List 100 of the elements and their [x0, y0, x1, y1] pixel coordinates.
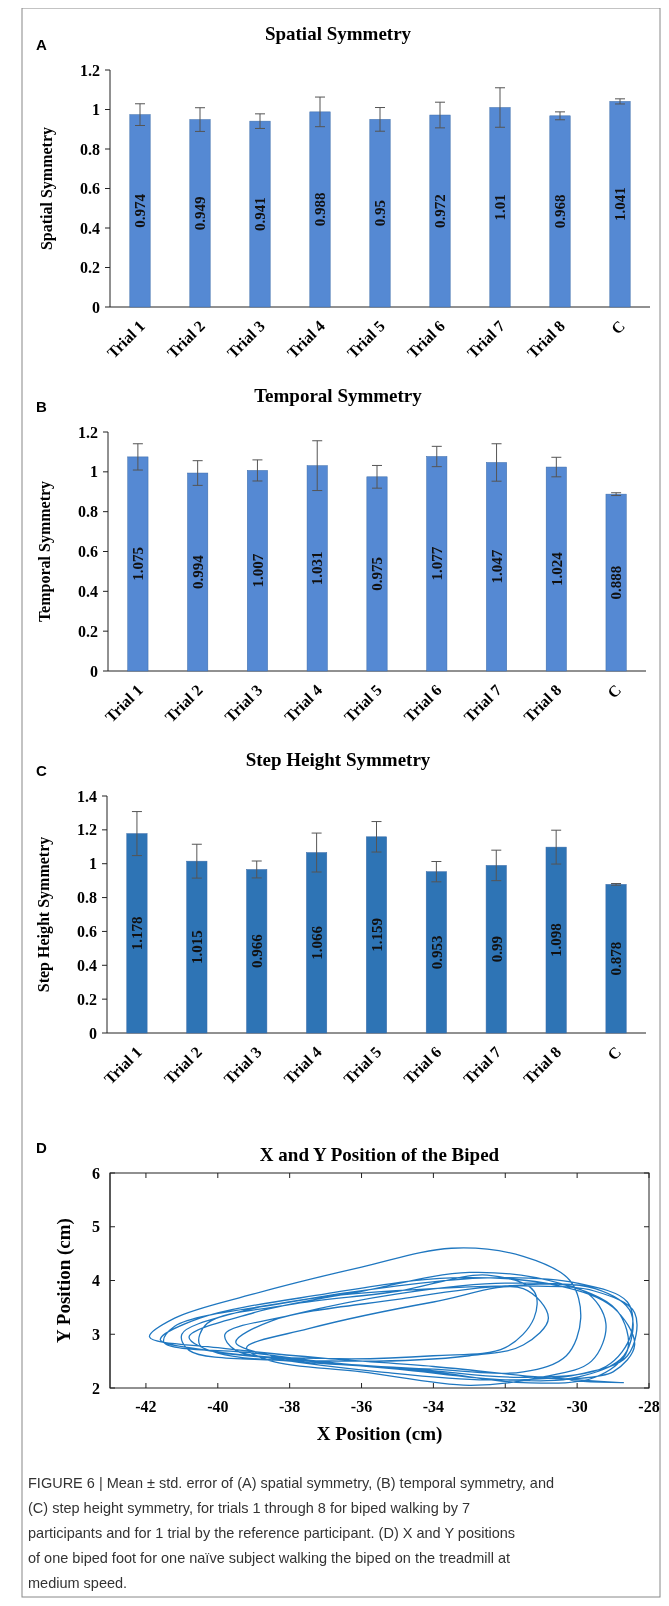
bar [366, 476, 388, 672]
data-label: 0.974 [132, 193, 149, 228]
data-label: 0.95 [372, 200, 389, 227]
data-label: 1.066 [308, 925, 325, 960]
chart-title: Step Height Symmetry [245, 749, 431, 770]
data-label: 1.01 [492, 194, 509, 221]
x-tick-label: C [603, 1043, 625, 1064]
data-label: 0.953 [428, 935, 445, 970]
bar [247, 470, 268, 672]
data-label: 0.966 [248, 933, 265, 969]
y-tick-label: 5 [92, 1218, 100, 1236]
bar [429, 114, 451, 308]
chart-title: Temporal Symmetry [254, 385, 423, 406]
y-tick-label: 0.2 [78, 622, 98, 640]
x-tick-label: -32 [494, 1398, 516, 1415]
bar [249, 120, 271, 308]
bar [369, 119, 391, 308]
x-tick-label: -42 [135, 1398, 157, 1415]
y-tick-label: 0.6 [78, 543, 98, 561]
x-tick-label: C [607, 317, 629, 338]
y-tick-label: 0.2 [80, 259, 100, 277]
y-tick-label: 0.8 [78, 503, 98, 521]
y-tick-label: 0.8 [77, 889, 97, 907]
y-tick-label: 1.2 [78, 423, 98, 441]
data-label: 1.098 [548, 923, 565, 957]
y-tick-label: 1 [90, 463, 98, 481]
y-tick-label: 1.2 [77, 821, 97, 839]
data-label: 1.024 [548, 551, 565, 586]
y-tick-label: 0.6 [80, 180, 100, 198]
text: B [36, 398, 47, 415]
text: C [36, 762, 47, 779]
data-label: 1.159 [368, 918, 385, 952]
data-label: 1.047 [488, 549, 505, 584]
data-label: 0.968 [552, 194, 569, 229]
bar [129, 114, 151, 308]
data-label: 0.972 [432, 194, 449, 228]
y-axis-title: Temporal Symmetry [36, 480, 54, 623]
y-tick-label: 2 [92, 1379, 100, 1397]
bar [609, 101, 631, 308]
y-tick-label: 0.2 [77, 990, 97, 1008]
data-label: 1.077 [429, 546, 446, 581]
bar [126, 833, 148, 1034]
data-label: 1.007 [249, 553, 266, 588]
bar [489, 107, 511, 308]
y-axis-title: Step Height Symmetry [35, 836, 53, 993]
bar [545, 466, 567, 672]
bar [425, 871, 447, 1034]
bar [246, 869, 268, 1034]
y-tick-label: 3 [92, 1325, 100, 1343]
bar [486, 462, 507, 672]
bar [426, 456, 448, 672]
y-tick-label: 1.4 [77, 787, 97, 805]
chart-title: X and Y Position of the Biped [259, 1144, 500, 1165]
data-label: 1.031 [309, 551, 326, 586]
y-tick-label: 0 [89, 1024, 97, 1042]
y-tick-label: 0.6 [77, 923, 97, 941]
x-tick-label: -38 [279, 1398, 301, 1415]
x-axis-title: X Position (cm) [316, 1423, 443, 1445]
bar [545, 846, 567, 1034]
data-label: 1.075 [130, 547, 147, 581]
x-tick-label: -36 [350, 1398, 373, 1415]
x-tick-label: -28 [638, 1398, 660, 1415]
y-tick-label: 0.4 [80, 219, 100, 237]
data-label: 0.878 [608, 941, 625, 976]
data-label: 0.994 [189, 554, 206, 589]
bar [605, 884, 627, 1034]
bar [127, 456, 149, 672]
bar [186, 860, 208, 1034]
data-label: 1.015 [189, 930, 206, 964]
caption: FIGURE 6 | Mean ± std. error of (A) spatial symmetry, (B) temporal symmetry, and (C) step height symmetry, for trials 1 through 8 for biped walking by 7 participants and for 1 trial by the reference participant. (D) X and Y positions of one biped foot for one naïve subject walking the biped on the treadmill at medium speed. [28, 1475, 555, 1591]
x-tick-label: C [604, 681, 625, 702]
bar [485, 865, 507, 1034]
x-tick-label: -34 [422, 1398, 445, 1415]
y-tick-label: 1.2 [80, 61, 100, 79]
x-tick-label: -30 [566, 1398, 588, 1415]
bar [605, 493, 627, 672]
y-tick-label: 0 [90, 662, 98, 680]
bar [306, 852, 328, 1034]
y-tick-label: 1 [92, 101, 100, 119]
y-tick-label: 1 [89, 855, 97, 873]
data-label: 0.988 [312, 192, 329, 227]
data-label: 0.99 [488, 936, 505, 963]
x-tick-label: -40 [207, 1398, 229, 1415]
bar [549, 115, 571, 308]
bar [306, 465, 328, 672]
data-label: 0.975 [369, 557, 386, 591]
text: A [36, 36, 47, 53]
y-axis-title: Y Position (cm) [53, 1218, 75, 1343]
y-axis-title: Spatial Symmetry [38, 126, 56, 251]
y-tick-label: 6 [92, 1164, 100, 1182]
y-tick-label: 4 [92, 1272, 100, 1290]
data-label: 0.941 [252, 197, 269, 231]
bar [189, 119, 211, 308]
bar [366, 836, 387, 1034]
data-label: 0.949 [192, 196, 209, 231]
data-label: 1.041 [612, 187, 629, 222]
chart-title: Spatial Symmetry [264, 23, 412, 44]
y-tick-label: 0.4 [78, 582, 98, 600]
y-tick-label: 0.4 [77, 956, 97, 974]
bar [309, 111, 331, 308]
